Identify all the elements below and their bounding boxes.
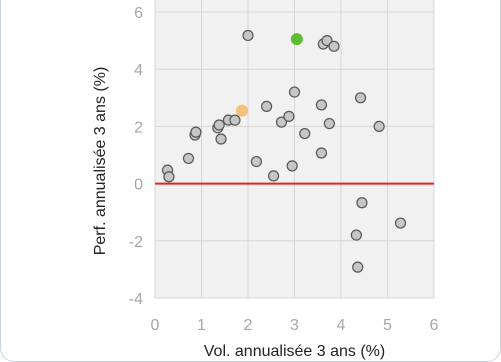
data-point bbox=[242, 29, 254, 42]
data-point bbox=[283, 110, 295, 122]
y-tick-label: 6 bbox=[134, 5, 143, 22]
data-point bbox=[190, 126, 202, 138]
data-point bbox=[213, 119, 225, 131]
data-point bbox=[229, 114, 241, 126]
data-point bbox=[299, 127, 311, 140]
x-tick-label: 2 bbox=[244, 317, 253, 334]
data-point bbox=[315, 99, 328, 111]
data-point bbox=[182, 152, 195, 165]
data-point bbox=[328, 40, 340, 52]
y-axis-title: Perf. annualisée 3 ans (%) bbox=[92, 67, 109, 256]
x-tick-label: 1 bbox=[197, 317, 206, 334]
data-point bbox=[288, 86, 301, 98]
y-tick-label: 2 bbox=[134, 119, 143, 136]
y-tick-label: -2 bbox=[129, 234, 143, 251]
data-point bbox=[394, 217, 407, 229]
x-tick-label: 3 bbox=[290, 317, 299, 334]
data-point bbox=[315, 147, 328, 159]
x-tick-label: 0 bbox=[151, 317, 160, 334]
x-tick-label: 6 bbox=[430, 317, 439, 334]
data-point bbox=[275, 116, 288, 128]
x-tick-label: 4 bbox=[337, 317, 346, 334]
x-axis-title: Vol. annualisée 3 ans (%) bbox=[204, 343, 385, 360]
data-point bbox=[373, 120, 385, 133]
x-tick-label: 5 bbox=[383, 317, 392, 334]
data-point bbox=[323, 117, 335, 130]
data-point bbox=[261, 100, 273, 112]
y-tick-label: 4 bbox=[134, 62, 143, 79]
data-point bbox=[356, 197, 368, 209]
data-point bbox=[354, 92, 367, 104]
data-point bbox=[286, 160, 298, 172]
data-point bbox=[250, 155, 262, 168]
y-tick-label: 0 bbox=[134, 177, 143, 194]
highlighted-data-point bbox=[235, 104, 248, 117]
data-point bbox=[163, 171, 175, 183]
data-point bbox=[267, 170, 280, 182]
data-point bbox=[350, 229, 362, 241]
y-tick-label: -4 bbox=[129, 291, 143, 308]
highlighted-data-point bbox=[290, 33, 303, 46]
data-point bbox=[215, 133, 227, 145]
data-point bbox=[352, 261, 364, 273]
